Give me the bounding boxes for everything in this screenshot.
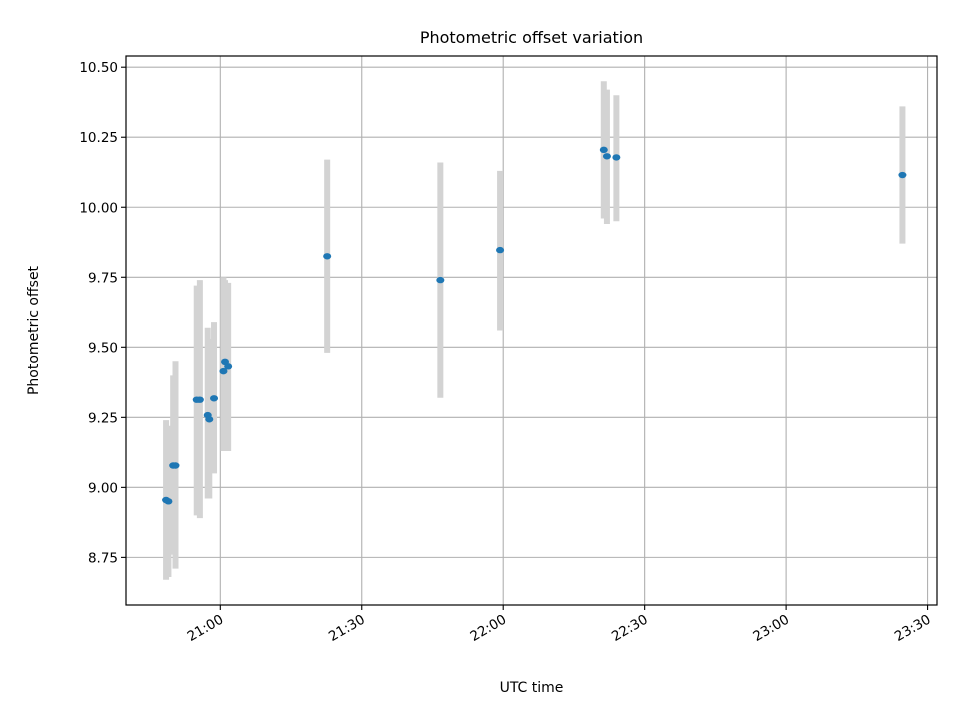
y-tick-label: 10.25: [79, 130, 118, 146]
data-point: [496, 246, 505, 254]
x-axis-label: UTC time: [500, 680, 564, 696]
y-tick-label: 9.75: [88, 270, 118, 286]
data-point: [171, 462, 180, 469]
y-tick-label: 10.00: [79, 200, 118, 216]
y-axis-label: Photometric offset: [26, 265, 42, 395]
data-point: [205, 416, 214, 423]
data-point: [164, 498, 173, 505]
y-axis-ticks: 8.75 9.00 9.25 9.50 9.75 10.00 10.25 10.50: [79, 60, 126, 566]
y-tick-label: 9.00: [88, 480, 118, 496]
y-tick-label: 9.50: [88, 340, 118, 356]
data-point: [602, 153, 611, 160]
chart-title: Photometric offset variation: [420, 28, 643, 47]
data-point: [195, 396, 204, 403]
data-point: [436, 276, 445, 284]
y-tick-label: 10.50: [79, 60, 118, 76]
data-point: [224, 363, 233, 370]
data-point: [898, 171, 907, 179]
y-tick-label: 9.25: [88, 410, 118, 426]
y-tick-label: 8.75: [88, 550, 118, 566]
plot-frame: [125, 55, 938, 606]
data-point: [219, 367, 228, 375]
data-points: [162, 146, 907, 505]
data-point: [612, 154, 621, 161]
data-point: [599, 146, 608, 154]
data-point: [210, 395, 219, 402]
data-point: [323, 253, 332, 260]
grid: [126, 56, 937, 605]
